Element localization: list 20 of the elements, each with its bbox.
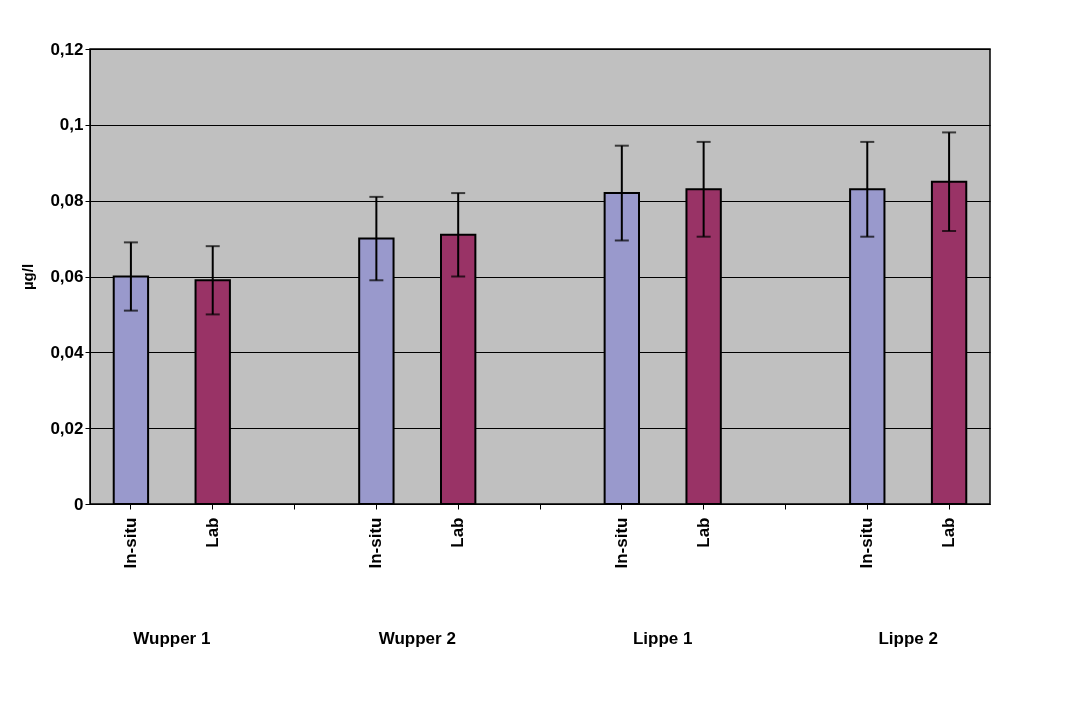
text: Wupper 2 xyxy=(378,629,456,648)
y-tick-label: 0 xyxy=(74,494,84,514)
x-tick-label: In-situ xyxy=(366,517,386,569)
x-tick-label: In-situ xyxy=(120,517,140,569)
x-tick-label: In-situ xyxy=(611,517,631,569)
x-tick-label: Lab xyxy=(202,517,222,548)
y-tick-label: 0,12 xyxy=(50,39,84,59)
x-tick-label: Lab xyxy=(448,517,468,548)
y-tick-label: 0,04 xyxy=(50,342,85,362)
y-tick-label: 0,02 xyxy=(50,418,84,438)
y-tick-label: 0,08 xyxy=(50,191,84,211)
x-tick-label: Lab xyxy=(693,517,713,548)
x-tick-label: Lab xyxy=(939,517,959,548)
y-tick-label: 0,06 xyxy=(50,267,84,286)
y-axis-title: µg/l xyxy=(19,263,37,291)
x-tick-label: In-situ xyxy=(857,517,877,569)
text: Lippe 1 xyxy=(632,629,693,648)
text: Wupper 1 xyxy=(133,629,211,648)
text: Lippe 2 xyxy=(878,629,938,648)
y-tick-label: 0,1 xyxy=(59,115,84,135)
